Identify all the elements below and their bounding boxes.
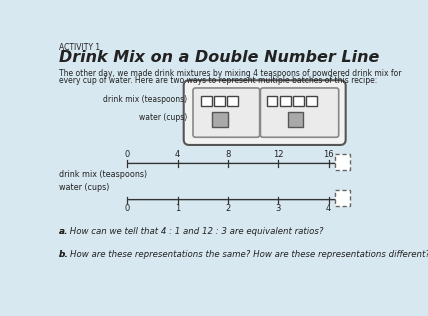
Text: b.: b.: [59, 250, 69, 259]
Text: every cup of water. Here are two ways to represent multiple batches of this reci: every cup of water. Here are two ways to…: [59, 76, 377, 85]
Text: 1: 1: [175, 204, 180, 213]
Bar: [267, 96, 277, 106]
Bar: [335, 190, 351, 206]
Text: 8: 8: [225, 150, 231, 159]
Text: 16: 16: [323, 150, 334, 159]
Text: 0: 0: [125, 150, 130, 159]
Bar: [280, 96, 291, 106]
Bar: [227, 96, 238, 106]
Text: 4: 4: [175, 150, 180, 159]
Bar: [293, 96, 304, 106]
Text: ACTIVITY 1: ACTIVITY 1: [59, 43, 100, 52]
Bar: [214, 96, 225, 106]
Text: 2: 2: [225, 204, 231, 213]
Text: drink mix (teaspoons): drink mix (teaspoons): [104, 95, 187, 104]
Text: drink mix (teaspoons): drink mix (teaspoons): [59, 170, 147, 179]
Text: a.: a.: [59, 227, 68, 235]
FancyBboxPatch shape: [193, 88, 260, 137]
FancyBboxPatch shape: [260, 88, 339, 137]
Bar: [306, 96, 317, 106]
Text: 3: 3: [276, 204, 281, 213]
Text: 12: 12: [273, 150, 283, 159]
Text: Drink Mix on a Double Number Line: Drink Mix on a Double Number Line: [59, 50, 379, 65]
Bar: [212, 112, 228, 127]
Bar: [288, 112, 303, 127]
Text: a. How can we tell that 4 : 1 and 12 : 3 are equivalent ratios?: a. How can we tell that 4 : 1 and 12 : 3…: [59, 227, 324, 235]
Text: water (cups): water (cups): [59, 183, 109, 192]
Bar: [335, 154, 351, 170]
Text: 4: 4: [326, 204, 331, 213]
Text: The other day, we made drink mixtures by mixing 4 teaspoons of powdered drink mi: The other day, we made drink mixtures by…: [59, 69, 401, 78]
Text: b. How are these representations the same? How are these representations differe: b. How are these representations the sam…: [59, 250, 428, 259]
Bar: [201, 96, 211, 106]
FancyBboxPatch shape: [184, 80, 346, 145]
Text: water (cups): water (cups): [140, 113, 187, 122]
Text: 0: 0: [125, 204, 130, 213]
